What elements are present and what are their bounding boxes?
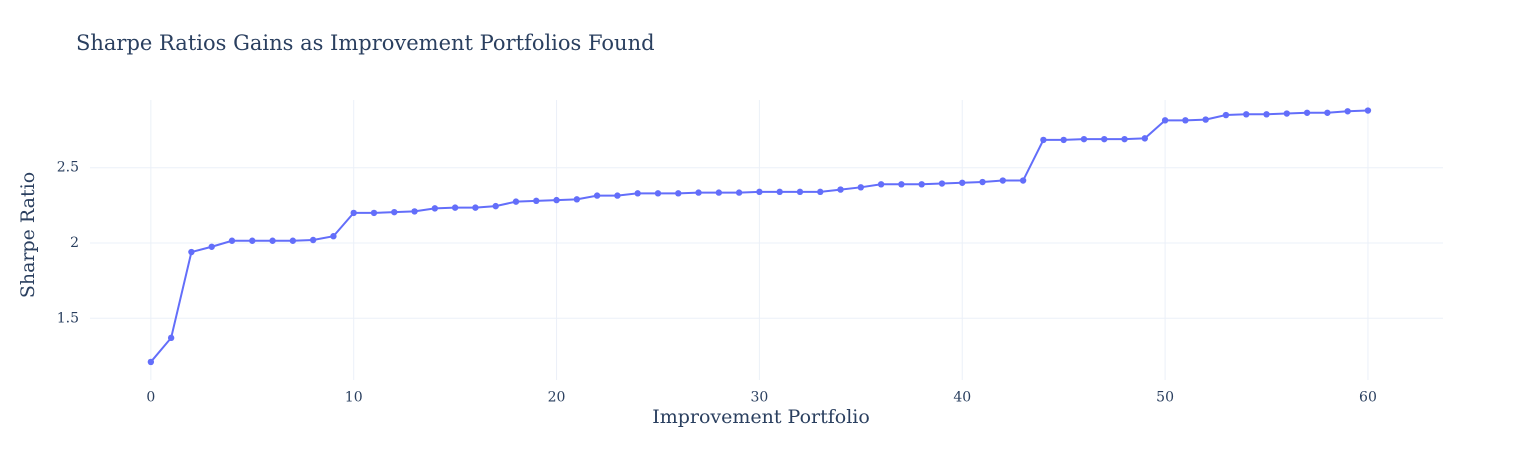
x-tick-label: 30	[750, 390, 768, 406]
data-point[interactable]	[1019, 177, 1027, 184]
data-point[interactable]	[573, 196, 581, 203]
data-point[interactable]	[898, 181, 905, 188]
data-point[interactable]	[776, 188, 783, 196]
data-point[interactable]	[1080, 135, 1088, 143]
data-point[interactable]	[492, 202, 499, 210]
data-point[interactable]	[269, 237, 276, 244]
data-point[interactable]	[959, 179, 966, 186]
data-point[interactable]	[1303, 109, 1311, 116]
data-point[interactable]	[756, 188, 763, 196]
data-point[interactable]	[1263, 111, 1270, 118]
data-point[interactable]	[918, 181, 925, 188]
data-point[interactable]	[1222, 111, 1230, 119]
series-layer	[147, 107, 1372, 366]
grid-layer	[90, 100, 1443, 380]
data-point[interactable]	[289, 237, 297, 244]
data-point[interactable]	[1060, 136, 1067, 144]
data-point[interactable]	[188, 248, 195, 256]
data-point[interactable]	[451, 204, 459, 211]
data-point[interactable]	[654, 190, 662, 197]
data-point[interactable]	[1141, 135, 1149, 142]
data-point[interactable]	[553, 196, 560, 204]
data-point[interactable]	[147, 358, 155, 366]
x-tick-label: 0	[146, 390, 155, 406]
data-point[interactable]	[411, 208, 418, 215]
data-point[interactable]	[1182, 117, 1189, 124]
data-point[interactable]	[593, 192, 601, 199]
data-point[interactable]	[472, 204, 479, 211]
data-point[interactable]	[1344, 108, 1351, 115]
data-point[interactable]	[249, 237, 256, 244]
data-point[interactable]	[938, 180, 946, 187]
x-tick-label: 50	[1156, 390, 1174, 406]
data-point[interactable]	[228, 237, 236, 244]
data-point[interactable]	[1161, 117, 1169, 124]
data-point[interactable]	[999, 177, 1007, 184]
x-tick-label: 20	[548, 390, 566, 406]
x-tick-label: 60	[1359, 390, 1377, 406]
y-tick-label: 2.5	[57, 160, 79, 176]
chart-title: Sharpe Ratios Gains as Improvement Portf…	[76, 31, 655, 55]
data-point[interactable]	[857, 184, 865, 191]
data-point[interactable]	[695, 189, 702, 196]
data-point[interactable]	[533, 197, 540, 205]
data-point[interactable]	[391, 208, 398, 216]
tick-labels: 0 10 20 30 40 50 60 1.5 2 2.5	[57, 160, 1377, 406]
data-point[interactable]	[208, 243, 215, 250]
data-point[interactable]	[370, 209, 378, 217]
data-point[interactable]	[1040, 136, 1047, 144]
data-point[interactable]	[1364, 107, 1372, 114]
data-point[interactable]	[634, 190, 641, 197]
x-axis-title: Improvement Portfolio	[652, 406, 870, 428]
data-point[interactable]	[837, 186, 844, 193]
data-point[interactable]	[979, 178, 986, 186]
data-point[interactable]	[350, 209, 357, 217]
y-tick-label: 1.5	[57, 310, 79, 326]
data-point[interactable]	[1101, 135, 1108, 143]
x-tick-label: 10	[345, 390, 363, 406]
data-point[interactable]	[167, 334, 175, 342]
data-point[interactable]	[614, 192, 621, 199]
data-point[interactable]	[1202, 116, 1209, 123]
data-point[interactable]	[1243, 111, 1250, 118]
data-point[interactable]	[309, 236, 317, 244]
data-point[interactable]	[796, 188, 804, 196]
data-point[interactable]	[715, 189, 723, 196]
data-point[interactable]	[1283, 110, 1291, 117]
data-point[interactable]	[431, 205, 439, 212]
data-point[interactable]	[512, 198, 520, 205]
data-point[interactable]	[675, 190, 682, 197]
y-tick-label: 2	[70, 235, 79, 251]
x-tick-label: 40	[953, 390, 971, 406]
data-point[interactable]	[877, 181, 885, 188]
y-axis-title: Sharpe Ratio	[17, 172, 39, 298]
data-point[interactable]	[817, 188, 824, 196]
data-point[interactable]	[735, 189, 743, 196]
data-point[interactable]	[330, 233, 337, 240]
data-point[interactable]	[1121, 135, 1128, 143]
data-point[interactable]	[1324, 109, 1331, 116]
